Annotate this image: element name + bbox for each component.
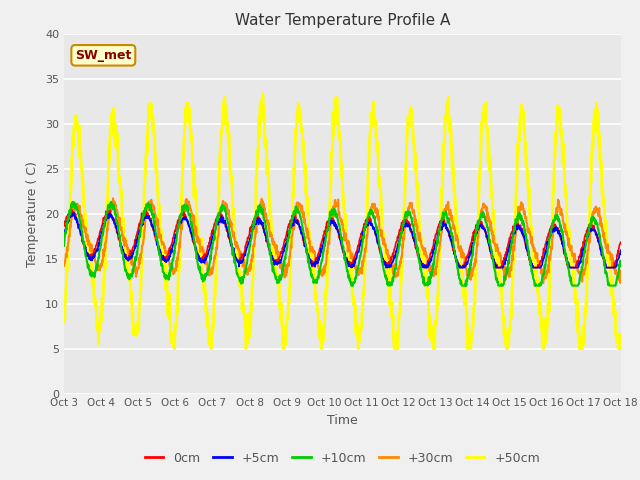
Legend: 0cm, +5cm, +10cm, +30cm, +50cm: 0cm, +5cm, +10cm, +30cm, +50cm (140, 447, 545, 469)
X-axis label: Time: Time (327, 414, 358, 427)
Title: Water Temperature Profile A: Water Temperature Profile A (235, 13, 450, 28)
Text: SW_met: SW_met (75, 49, 131, 62)
Y-axis label: Temperature ( C): Temperature ( C) (26, 161, 40, 266)
